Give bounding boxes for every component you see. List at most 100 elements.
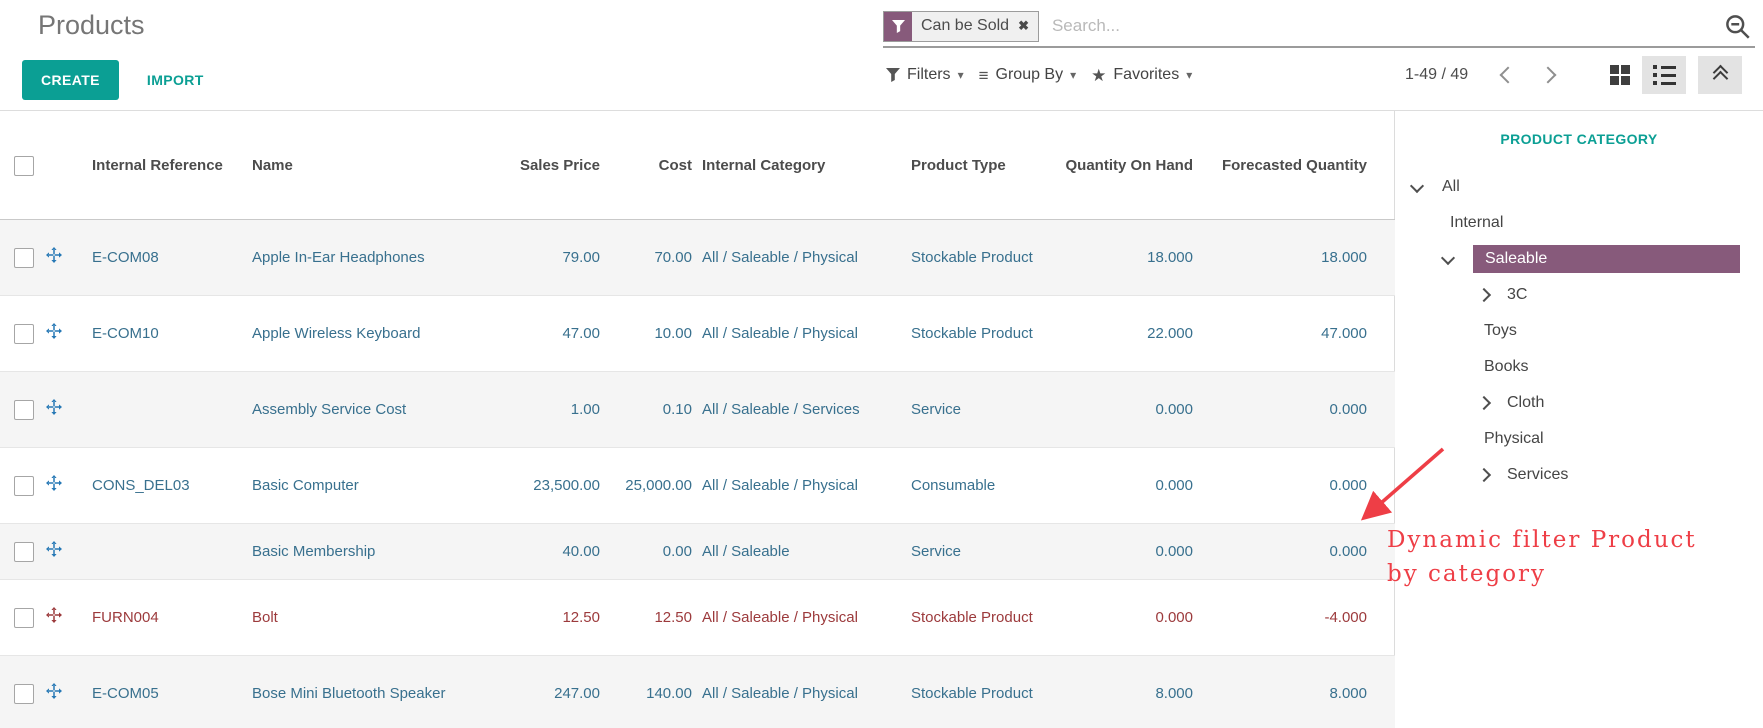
cell-forecasted-quantity: 47.000 xyxy=(1203,295,1395,372)
drag-handle-icon[interactable] xyxy=(46,474,62,497)
chevron-down-icon[interactable] xyxy=(1409,178,1442,193)
table-row[interactable]: E-COM08 Apple In-Ear Headphones 79.00 70… xyxy=(0,219,1395,296)
cell-product-type: Consumable xyxy=(911,447,1045,524)
group-by-icon: ≡ xyxy=(978,65,989,85)
category-item-toys[interactable]: Toys xyxy=(1484,322,1517,339)
column-header-forecasted-quantity[interactable]: Forecasted Quantity xyxy=(1203,111,1395,220)
products-table: Internal Reference Name Sales Price Cost… xyxy=(0,111,1395,728)
table-row[interactable]: Basic Membership 40.00 0.00 All / Saleab… xyxy=(0,523,1395,580)
category-item-saleable[interactable]: Saleable xyxy=(1395,241,1763,277)
cell-sales-price: 1.00 xyxy=(510,371,610,448)
select-all-checkbox[interactable] xyxy=(14,155,34,176)
search-input[interactable]: Search... xyxy=(1051,16,1121,35)
kanban-view-button[interactable] xyxy=(1598,56,1642,94)
column-header-internal-reference[interactable]: Internal Reference xyxy=(82,111,252,220)
cell-internal-reference: CONS_DEL03 xyxy=(82,447,252,524)
chevron-right-icon[interactable] xyxy=(1476,287,1507,303)
cell-sales-price: 12.50 xyxy=(510,579,610,656)
cell-forecasted-quantity: 8.000 xyxy=(1203,655,1395,728)
chevron-right-icon[interactable] xyxy=(1476,395,1507,411)
cell-cost: 0.00 xyxy=(610,523,702,580)
page-title: Products xyxy=(38,10,145,40)
cell-internal-category: All / Saleable / Physical xyxy=(702,219,911,296)
category-tree: All Internal Saleable 3C Toys xyxy=(1395,169,1763,493)
filters-label: Filters xyxy=(907,66,951,83)
product-category-title: PRODUCT CATEGORY xyxy=(1500,131,1658,147)
table-row[interactable]: FURN004 Bolt 12.50 12.50 All / Saleable … xyxy=(0,579,1395,656)
column-header-cost[interactable]: Cost xyxy=(610,111,702,220)
pager-previous-button[interactable] xyxy=(1499,66,1517,84)
filters-dropdown[interactable]: Filters ▾ xyxy=(886,66,964,84)
row-checkbox[interactable] xyxy=(14,608,34,629)
chevron-down-icon[interactable] xyxy=(1440,250,1473,265)
drag-handle-icon[interactable] xyxy=(46,322,62,345)
row-checkbox[interactable] xyxy=(14,248,34,269)
column-header-product-type[interactable]: Product Type xyxy=(911,111,1045,220)
cell-internal-category: All / Saleable xyxy=(702,523,911,580)
search-bar[interactable]: Can be Sold ✖ Search... xyxy=(883,6,1755,48)
drag-handle-icon[interactable] xyxy=(46,398,62,421)
cell-quantity-on-hand: 0.000 xyxy=(1045,579,1203,656)
category-item-internal[interactable]: Internal xyxy=(1450,214,1504,231)
favorites-label: Favorites xyxy=(1113,66,1180,83)
chevron-down-icon: ▾ xyxy=(957,68,964,82)
row-checkbox[interactable] xyxy=(14,542,34,563)
drag-handle-icon[interactable] xyxy=(46,606,62,629)
pager-next-button[interactable] xyxy=(1539,66,1557,84)
cell-name: Bose Mini Bluetooth Speaker xyxy=(252,655,510,728)
grid-icon xyxy=(1610,65,1630,85)
category-item-services[interactable]: Services xyxy=(1395,457,1763,493)
drag-handle-icon[interactable] xyxy=(46,682,62,705)
list-view-button[interactable] xyxy=(1642,56,1686,94)
cell-internal-reference: E-COM10 xyxy=(82,295,252,372)
cell-cost: 0.10 xyxy=(610,371,702,448)
content-area: Internal Reference Name Sales Price Cost… xyxy=(0,111,1763,728)
product-category-panel: PRODUCT CATEGORY All Internal Saleable 3… xyxy=(1395,111,1763,728)
category-item-cloth[interactable]: Cloth xyxy=(1395,385,1763,421)
cell-sales-price: 247.00 xyxy=(510,655,610,728)
search-facet-label: Can be Sold xyxy=(921,17,1010,34)
create-button[interactable]: CREATE xyxy=(22,60,119,100)
cell-name: Assembly Service Cost xyxy=(252,371,510,448)
cell-sales-price: 79.00 xyxy=(510,219,610,296)
row-checkbox[interactable] xyxy=(14,684,34,705)
category-item-all[interactable]: All xyxy=(1395,169,1763,205)
row-checkbox[interactable] xyxy=(14,400,34,421)
cell-forecasted-quantity: 18.000 xyxy=(1203,219,1395,296)
drag-handle-icon[interactable] xyxy=(46,540,62,563)
favorites-dropdown[interactable]: ★ Favorites ▾ xyxy=(1091,66,1192,84)
column-header-quantity-on-hand[interactable]: Quantity On Hand xyxy=(1045,111,1203,220)
row-checkbox[interactable] xyxy=(14,324,34,345)
table-row[interactable]: CONS_DEL03 Basic Computer 23,500.00 25,0… xyxy=(0,447,1395,524)
cell-internal-reference xyxy=(82,371,252,448)
collapse-panel-button[interactable] xyxy=(1698,56,1742,94)
import-button[interactable]: IMPORT xyxy=(139,60,212,100)
cell-forecasted-quantity: 0.000 xyxy=(1203,371,1395,448)
filter-icon xyxy=(886,68,900,82)
column-header-sales-price[interactable]: Sales Price xyxy=(510,111,610,220)
table-row[interactable]: E-COM05 Bose Mini Bluetooth Speaker 247.… xyxy=(0,655,1395,728)
category-item-3c[interactable]: 3C xyxy=(1395,277,1763,313)
cell-product-type: Stockable Product xyxy=(911,655,1045,728)
cell-quantity-on-hand: 0.000 xyxy=(1045,371,1203,448)
category-item-physical[interactable]: Physical xyxy=(1484,430,1544,447)
filter-funnel-icon xyxy=(884,11,912,41)
table-header-row: Internal Reference Name Sales Price Cost… xyxy=(0,111,1395,220)
cell-cost: 10.00 xyxy=(610,295,702,372)
row-checkbox[interactable] xyxy=(14,476,34,497)
cell-cost: 25,000.00 xyxy=(610,447,702,524)
table-row[interactable]: Assembly Service Cost 1.00 0.10 All / Sa… xyxy=(0,371,1395,448)
column-header-name[interactable]: Name xyxy=(252,111,510,220)
remove-facet-icon[interactable]: ✖ xyxy=(1018,18,1029,33)
cell-sales-price: 40.00 xyxy=(510,523,610,580)
chevron-right-icon[interactable] xyxy=(1476,467,1507,483)
table-row[interactable]: E-COM10 Apple Wireless Keyboard 47.00 10… xyxy=(0,295,1395,372)
group-by-dropdown[interactable]: ≡ Group By ▾ xyxy=(979,66,1077,84)
drag-handle-icon[interactable] xyxy=(46,246,62,269)
column-header-internal-category[interactable]: Internal Category xyxy=(702,111,911,220)
cell-quantity-on-hand: 0.000 xyxy=(1045,447,1203,524)
cell-name: Basic Computer xyxy=(252,447,510,524)
category-item-books[interactable]: Books xyxy=(1484,358,1529,375)
search-icon[interactable] xyxy=(1724,13,1751,40)
annotation-line-2: by category xyxy=(1387,561,1547,587)
